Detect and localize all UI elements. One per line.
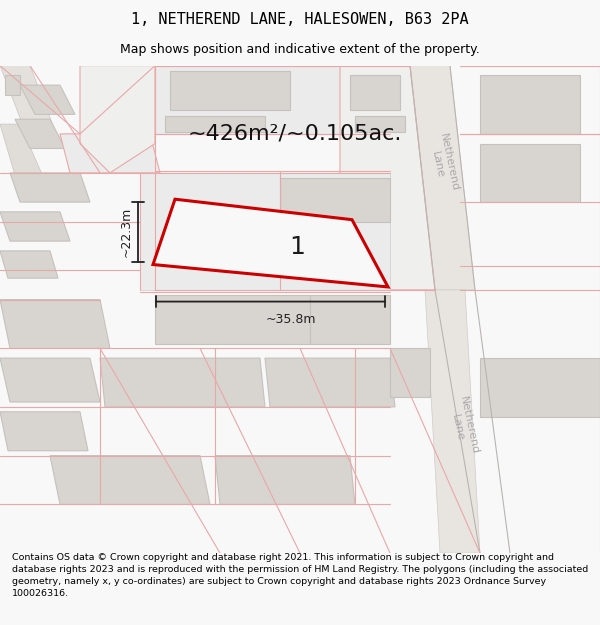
Text: Contains OS data © Crown copyright and database right 2021. This information is : Contains OS data © Crown copyright and d…	[12, 553, 588, 598]
Polygon shape	[480, 144, 580, 202]
Polygon shape	[0, 212, 70, 241]
Polygon shape	[20, 85, 75, 114]
Text: Map shows position and indicative extent of the property.: Map shows position and indicative extent…	[120, 42, 480, 56]
Polygon shape	[155, 66, 390, 134]
Text: ~35.8m: ~35.8m	[265, 313, 316, 326]
Polygon shape	[425, 290, 480, 553]
Polygon shape	[340, 66, 435, 290]
Text: Netherend
Lane: Netherend Lane	[446, 395, 480, 458]
Polygon shape	[0, 124, 50, 192]
Polygon shape	[153, 199, 388, 287]
Polygon shape	[480, 358, 600, 417]
Polygon shape	[155, 295, 310, 344]
Polygon shape	[480, 76, 580, 134]
Polygon shape	[350, 76, 400, 109]
Text: ~426m²/~0.105ac.: ~426m²/~0.105ac.	[188, 124, 402, 144]
Polygon shape	[140, 173, 390, 290]
Polygon shape	[170, 71, 290, 109]
Polygon shape	[0, 412, 88, 451]
Polygon shape	[0, 66, 60, 144]
Polygon shape	[5, 76, 20, 95]
Polygon shape	[0, 251, 58, 278]
Polygon shape	[80, 66, 155, 173]
Polygon shape	[310, 295, 390, 344]
Polygon shape	[15, 119, 65, 149]
Polygon shape	[265, 358, 395, 407]
Text: Netherend
Lane: Netherend Lane	[426, 132, 460, 194]
Text: 1, NETHEREND LANE, HALESOWEN, B63 2PA: 1, NETHEREND LANE, HALESOWEN, B63 2PA	[131, 12, 469, 27]
Polygon shape	[60, 134, 160, 173]
Polygon shape	[390, 348, 430, 397]
Polygon shape	[10, 173, 90, 202]
Polygon shape	[0, 299, 110, 348]
Polygon shape	[165, 116, 265, 132]
Text: 1: 1	[289, 236, 305, 259]
Polygon shape	[100, 358, 265, 407]
Polygon shape	[50, 456, 210, 504]
Text: ~22.3m: ~22.3m	[120, 207, 133, 257]
Polygon shape	[280, 177, 390, 222]
Polygon shape	[355, 116, 405, 132]
Polygon shape	[215, 456, 355, 504]
Polygon shape	[0, 358, 100, 402]
Polygon shape	[410, 66, 475, 290]
